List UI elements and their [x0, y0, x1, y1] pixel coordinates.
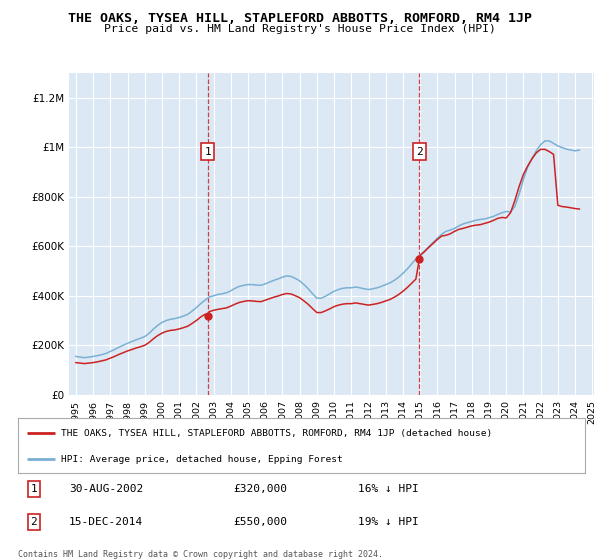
Text: 16% ↓ HPI: 16% ↓ HPI	[358, 484, 419, 494]
Text: 1: 1	[31, 484, 37, 494]
Text: 19% ↓ HPI: 19% ↓ HPI	[358, 517, 419, 527]
Text: HPI: Average price, detached house, Epping Forest: HPI: Average price, detached house, Eppi…	[61, 455, 342, 464]
Text: THE OAKS, TYSEA HILL, STAPLEFORD ABBOTTS, ROMFORD, RM4 1JP: THE OAKS, TYSEA HILL, STAPLEFORD ABBOTTS…	[68, 12, 532, 25]
Text: £550,000: £550,000	[233, 517, 287, 527]
Text: 30-AUG-2002: 30-AUG-2002	[69, 484, 143, 494]
Text: 2: 2	[416, 147, 423, 157]
Text: £320,000: £320,000	[233, 484, 287, 494]
Text: THE OAKS, TYSEA HILL, STAPLEFORD ABBOTTS, ROMFORD, RM4 1JP (detached house): THE OAKS, TYSEA HILL, STAPLEFORD ABBOTTS…	[61, 428, 492, 437]
Text: 1: 1	[205, 147, 211, 157]
Text: Price paid vs. HM Land Registry's House Price Index (HPI): Price paid vs. HM Land Registry's House …	[104, 24, 496, 34]
Text: 15-DEC-2014: 15-DEC-2014	[69, 517, 143, 527]
Text: 2: 2	[31, 517, 37, 527]
Text: Contains HM Land Registry data © Crown copyright and database right 2024.
This d: Contains HM Land Registry data © Crown c…	[18, 550, 383, 560]
